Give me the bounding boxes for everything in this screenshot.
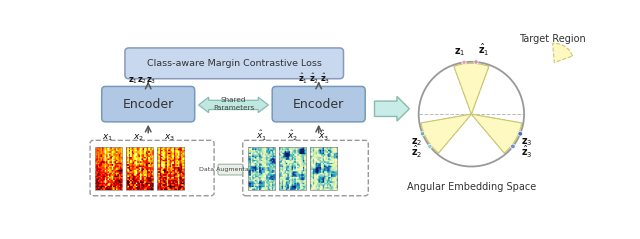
Wedge shape [454,63,489,114]
Text: $\hat{\mathit{x}}_2$: $\hat{\mathit{x}}_2$ [287,129,298,143]
Text: $\mathbf{z}_3$: $\mathbf{z}_3$ [521,137,532,148]
Text: Encoder: Encoder [123,98,174,111]
Wedge shape [472,114,522,153]
Text: $\mathit{x}_1$: $\mathit{x}_1$ [102,132,113,143]
Text: $\hat{\mathbf{z}}_1$: $\hat{\mathbf{z}}_1$ [477,42,489,58]
Circle shape [428,144,432,148]
Circle shape [420,132,425,136]
Wedge shape [552,43,573,63]
Text: $\hat{\mathbf{z}}_2$: $\hat{\mathbf{z}}_2$ [411,144,422,160]
Text: $\mathbf{z}_1$: $\mathbf{z}_1$ [454,46,465,58]
Circle shape [474,60,478,64]
Text: $\mathbf{z}_1$: $\mathbf{z}_1$ [127,75,138,86]
Bar [95,147,122,190]
Text: Data Augmentation: Data Augmentation [200,167,261,172]
FancyBboxPatch shape [125,48,344,79]
Text: Encoder: Encoder [293,98,344,111]
FancyBboxPatch shape [243,140,368,196]
Text: $\hat{\mathbf{z}}_3$: $\hat{\mathbf{z}}_3$ [320,72,330,86]
Wedge shape [421,114,472,153]
Text: $\hat{\mathit{x}}_3$: $\hat{\mathit{x}}_3$ [318,129,329,143]
Bar [310,147,337,190]
Text: $\mathbf{z}_3$: $\mathbf{z}_3$ [146,75,156,86]
Circle shape [462,60,466,65]
FancyBboxPatch shape [218,164,243,175]
Text: $\mathit{x}_3$: $\mathit{x}_3$ [164,132,175,143]
Bar [125,147,153,190]
FancyBboxPatch shape [90,140,214,196]
Text: $\mathit{x}_2$: $\mathit{x}_2$ [133,132,145,143]
FancyBboxPatch shape [102,87,195,122]
Polygon shape [198,97,268,113]
Circle shape [511,144,515,149]
Text: $\hat{\mathbf{z}}_1$: $\hat{\mathbf{z}}_1$ [298,72,308,86]
Text: $\hat{\mathbf{z}}_3$: $\hat{\mathbf{z}}_3$ [521,144,532,160]
Text: Angular Embedding Space: Angular Embedding Space [407,182,536,192]
Bar [248,147,275,190]
FancyBboxPatch shape [272,87,365,122]
Bar [279,147,307,190]
Text: Class-aware Margin Contrastive Loss: Class-aware Margin Contrastive Loss [147,59,322,68]
Text: Target Region: Target Region [520,34,586,44]
Circle shape [518,131,523,136]
Text: Shared
Parameters: Shared Parameters [212,97,254,111]
Polygon shape [374,97,410,121]
Text: $\hat{\mathit{x}}_1$: $\hat{\mathit{x}}_1$ [256,129,267,143]
Text: $\mathbf{z}_2$: $\mathbf{z}_2$ [411,137,422,148]
Text: $\mathbf{z}_2$: $\mathbf{z}_2$ [137,75,147,86]
Text: $\hat{\mathbf{z}}_2$: $\hat{\mathbf{z}}_2$ [309,72,319,86]
Bar [157,147,184,190]
